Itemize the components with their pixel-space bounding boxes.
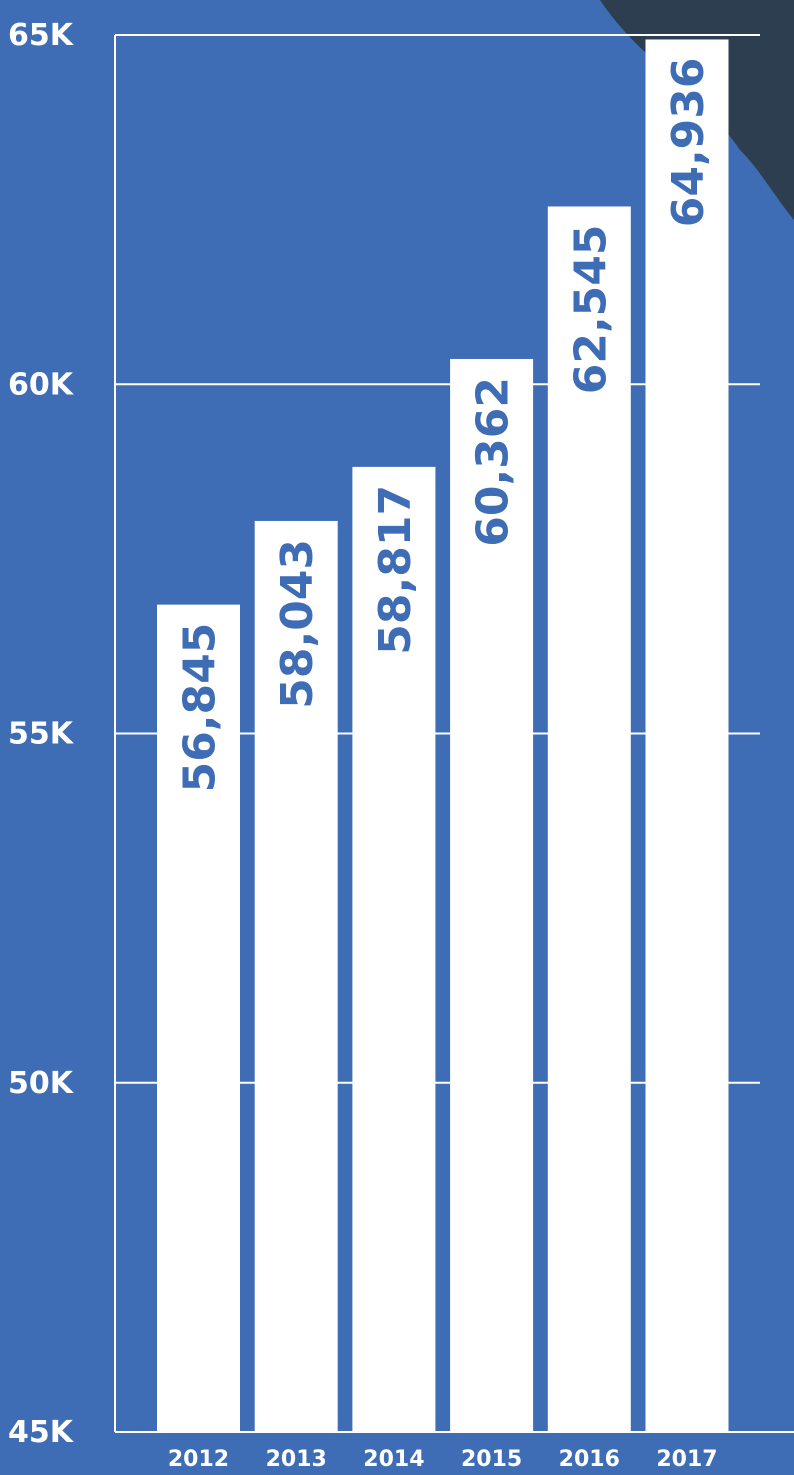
bar: [254, 520, 338, 1432]
x-tick-label: 2012: [168, 1447, 229, 1472]
value-label: 60,362: [468, 377, 519, 547]
x-tick-label: 2013: [266, 1447, 327, 1472]
x-tick-label: 2016: [559, 1447, 620, 1472]
value-label: 56,845: [175, 623, 226, 793]
bar: [157, 604, 240, 1432]
value-label: 58,043: [272, 539, 323, 709]
y-tick-label: 60K: [8, 367, 75, 402]
x-tick-label: 2017: [656, 1447, 717, 1472]
y-tick-label: 45K: [8, 1415, 75, 1450]
x-tick-label: 2014: [363, 1447, 424, 1472]
bar: [547, 206, 631, 1433]
x-tick-label: 2015: [461, 1447, 522, 1472]
value-label: 62,545: [565, 224, 616, 394]
value-label: 64,936: [663, 57, 714, 227]
bar: [450, 358, 534, 1432]
bar: [645, 39, 729, 1432]
y-tick-label: 50K: [8, 1066, 75, 1101]
value-label: 58,817: [370, 485, 421, 655]
y-tick-label: 65K: [8, 18, 75, 53]
bar: [352, 466, 436, 1432]
y-tick-label: 55K: [8, 717, 75, 752]
